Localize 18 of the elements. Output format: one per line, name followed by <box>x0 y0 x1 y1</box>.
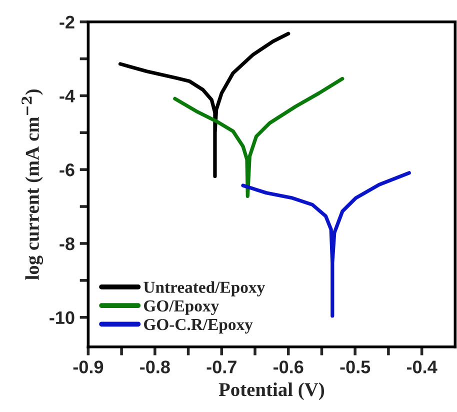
legend-label: GO/Epoxy <box>144 300 219 315</box>
y-tick-label: -2 <box>60 16 74 28</box>
legend-label: GO-C.R/Epoxy <box>144 318 253 334</box>
legend-label: Untreated/Epoxy <box>144 281 265 296</box>
x-tick-label: -0.6 <box>274 360 304 374</box>
line-series <box>118 32 290 178</box>
y-tick-label: -4 <box>60 90 75 102</box>
x-tick-label: -0.5 <box>340 360 370 374</box>
x-tick-label: -0.4 <box>406 360 438 374</box>
x-tick-label: -0.8 <box>140 360 170 374</box>
y-tick-label: -10 <box>50 311 74 324</box>
y-tick-label: -8 <box>60 237 74 250</box>
y-tick-label: -6 <box>60 164 74 176</box>
x-axis-title: Potential (V) <box>218 382 324 400</box>
line-series <box>173 76 344 198</box>
x-tick-label: -0.9 <box>73 360 104 374</box>
y-axis-title: log current (mA cm$^{−2}$) <box>22 89 44 280</box>
x-tick-label: -0.7 <box>206 360 236 374</box>
